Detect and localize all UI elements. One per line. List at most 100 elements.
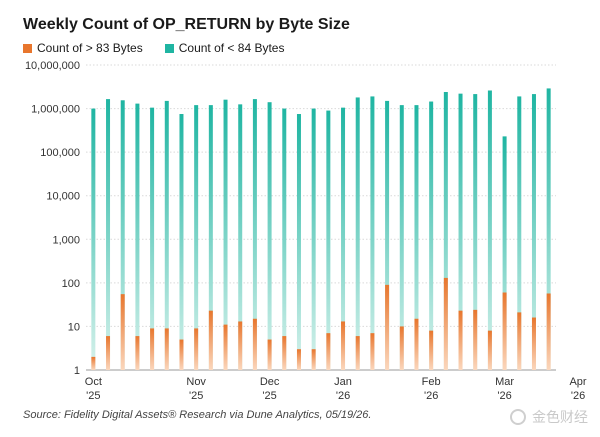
bar-small-bytes [326,110,331,370]
bar-large-bytes [385,284,390,370]
bar-large-bytes [326,333,331,370]
x-tick-year-label: '26 [571,390,585,402]
bar-large-bytes [208,310,213,370]
bar-small-bytes [135,103,140,370]
bar-small-bytes [164,100,169,371]
x-tick-year-label: '25 [189,390,203,402]
bar-small-bytes [414,105,419,370]
bar-large-bytes [179,339,184,370]
bar-large-bytes [282,336,287,370]
x-tick-label: Mar [495,376,514,388]
legend-label-large: Count of > 83 Bytes [37,41,143,55]
bar-large-bytes [223,324,228,370]
y-tick-label: 1,000,000 [31,104,80,116]
y-tick-label: 1 [74,365,80,377]
bar-layer [91,88,551,371]
x-tick-label: Dec [260,376,280,388]
bar-small-bytes [150,107,155,370]
bar-small-bytes [458,93,463,370]
bar-small-bytes [267,102,272,371]
x-tick-label: Apr [569,376,586,388]
bar-large-bytes [106,336,111,370]
bar-large-bytes [502,292,507,370]
bar-small-bytes [179,114,184,370]
x-tick-year-label: '26 [424,390,438,402]
bar-small-bytes [208,105,213,370]
bar-large-bytes [296,349,301,370]
bar-large-bytes [487,330,492,370]
bar-large-bytes [355,336,360,370]
bar-large-bytes [546,293,551,370]
y-tick-label: 100 [62,278,80,290]
bar-small-bytes [487,90,492,370]
bar-small-bytes [296,114,301,370]
bar-small-bytes [531,94,536,370]
x-tick-label: Nov [186,376,206,388]
bar-large-bytes [429,330,434,370]
y-tick-label: 100,000 [40,147,80,159]
bar-small-bytes [370,96,375,371]
legend-swatch-small [164,43,174,53]
bar-small-bytes [443,92,448,371]
bar-large-bytes [252,318,257,370]
bar-small-bytes [194,105,199,370]
bar-small-bytes [223,99,228,371]
bar-small-bytes [473,94,478,370]
bar-small-bytes [429,101,434,370]
bar-large-bytes [458,310,463,370]
bar-small-bytes [385,100,390,371]
x-tick-year-label: '25 [262,390,276,402]
x-tick-year-label: '26 [336,390,350,402]
y-tick-label: 10,000,000 [25,60,80,72]
bar-large-bytes [238,321,243,370]
bar-small-bytes [399,105,404,370]
bar-small-bytes [120,100,125,370]
bar-large-bytes [370,333,375,370]
bar-small-bytes [546,88,551,371]
bar-large-bytes [194,328,199,370]
legend-swatch-large [23,43,32,53]
bar-small-bytes [238,104,243,370]
bar-large-bytes [311,349,316,370]
bar-large-bytes [120,294,125,370]
grid-layer [86,64,556,371]
bar-large-bytes [267,339,272,370]
bar-large-bytes [91,356,96,370]
bar-large-bytes [531,317,536,370]
watermark-text: 金色财经 [532,409,588,425]
axis-layer: 1 10 100 1,000 10,000 100,000 1,000,000 10,000,… [25,60,587,402]
bar-small-bytes [341,107,346,370]
bar-large-bytes [150,328,155,370]
legend-item-small: Count of < 84 Bytes [164,41,285,55]
bar-small-bytes [91,108,96,371]
source-note: Source: Fidelity Digital Assets® Researc… [23,409,372,421]
x-tick-label: Jan [334,376,352,388]
x-tick-year-label: '25 [86,390,100,402]
bar-large-bytes [414,318,419,370]
bar-small-bytes [311,108,316,371]
chart-title: Weekly Count of OP_RETURN by Byte Size [23,16,350,33]
bar-large-bytes [517,312,522,370]
bar-large-bytes [164,328,169,370]
legend-label-small: Count of < 84 Bytes [178,41,285,55]
y-tick-label: 10,000 [46,191,80,203]
bar-small-bytes [517,96,522,371]
bar-large-bytes [399,326,404,370]
bar-large-bytes [135,336,140,370]
bar-small-bytes [355,97,360,370]
x-tick-label: Feb [422,376,441,388]
chart-legend: Count of > 83 Bytes Count of < 84 Bytes [23,41,284,55]
watermark: 金色财经 [510,407,588,427]
bar-small-bytes [106,99,111,371]
bar-large-bytes [473,309,478,370]
x-tick-label: Oct [85,376,102,388]
legend-item-large: Count of > 83 Bytes [23,41,143,55]
bar-large-bytes [341,321,346,370]
bar-small-bytes [252,99,257,371]
bar-small-bytes [282,108,287,371]
y-tick-label: 1,000 [52,234,80,246]
y-tick-label: 10 [68,321,80,333]
bar-small-bytes [502,136,507,370]
watermark-logo-icon [510,409,526,425]
